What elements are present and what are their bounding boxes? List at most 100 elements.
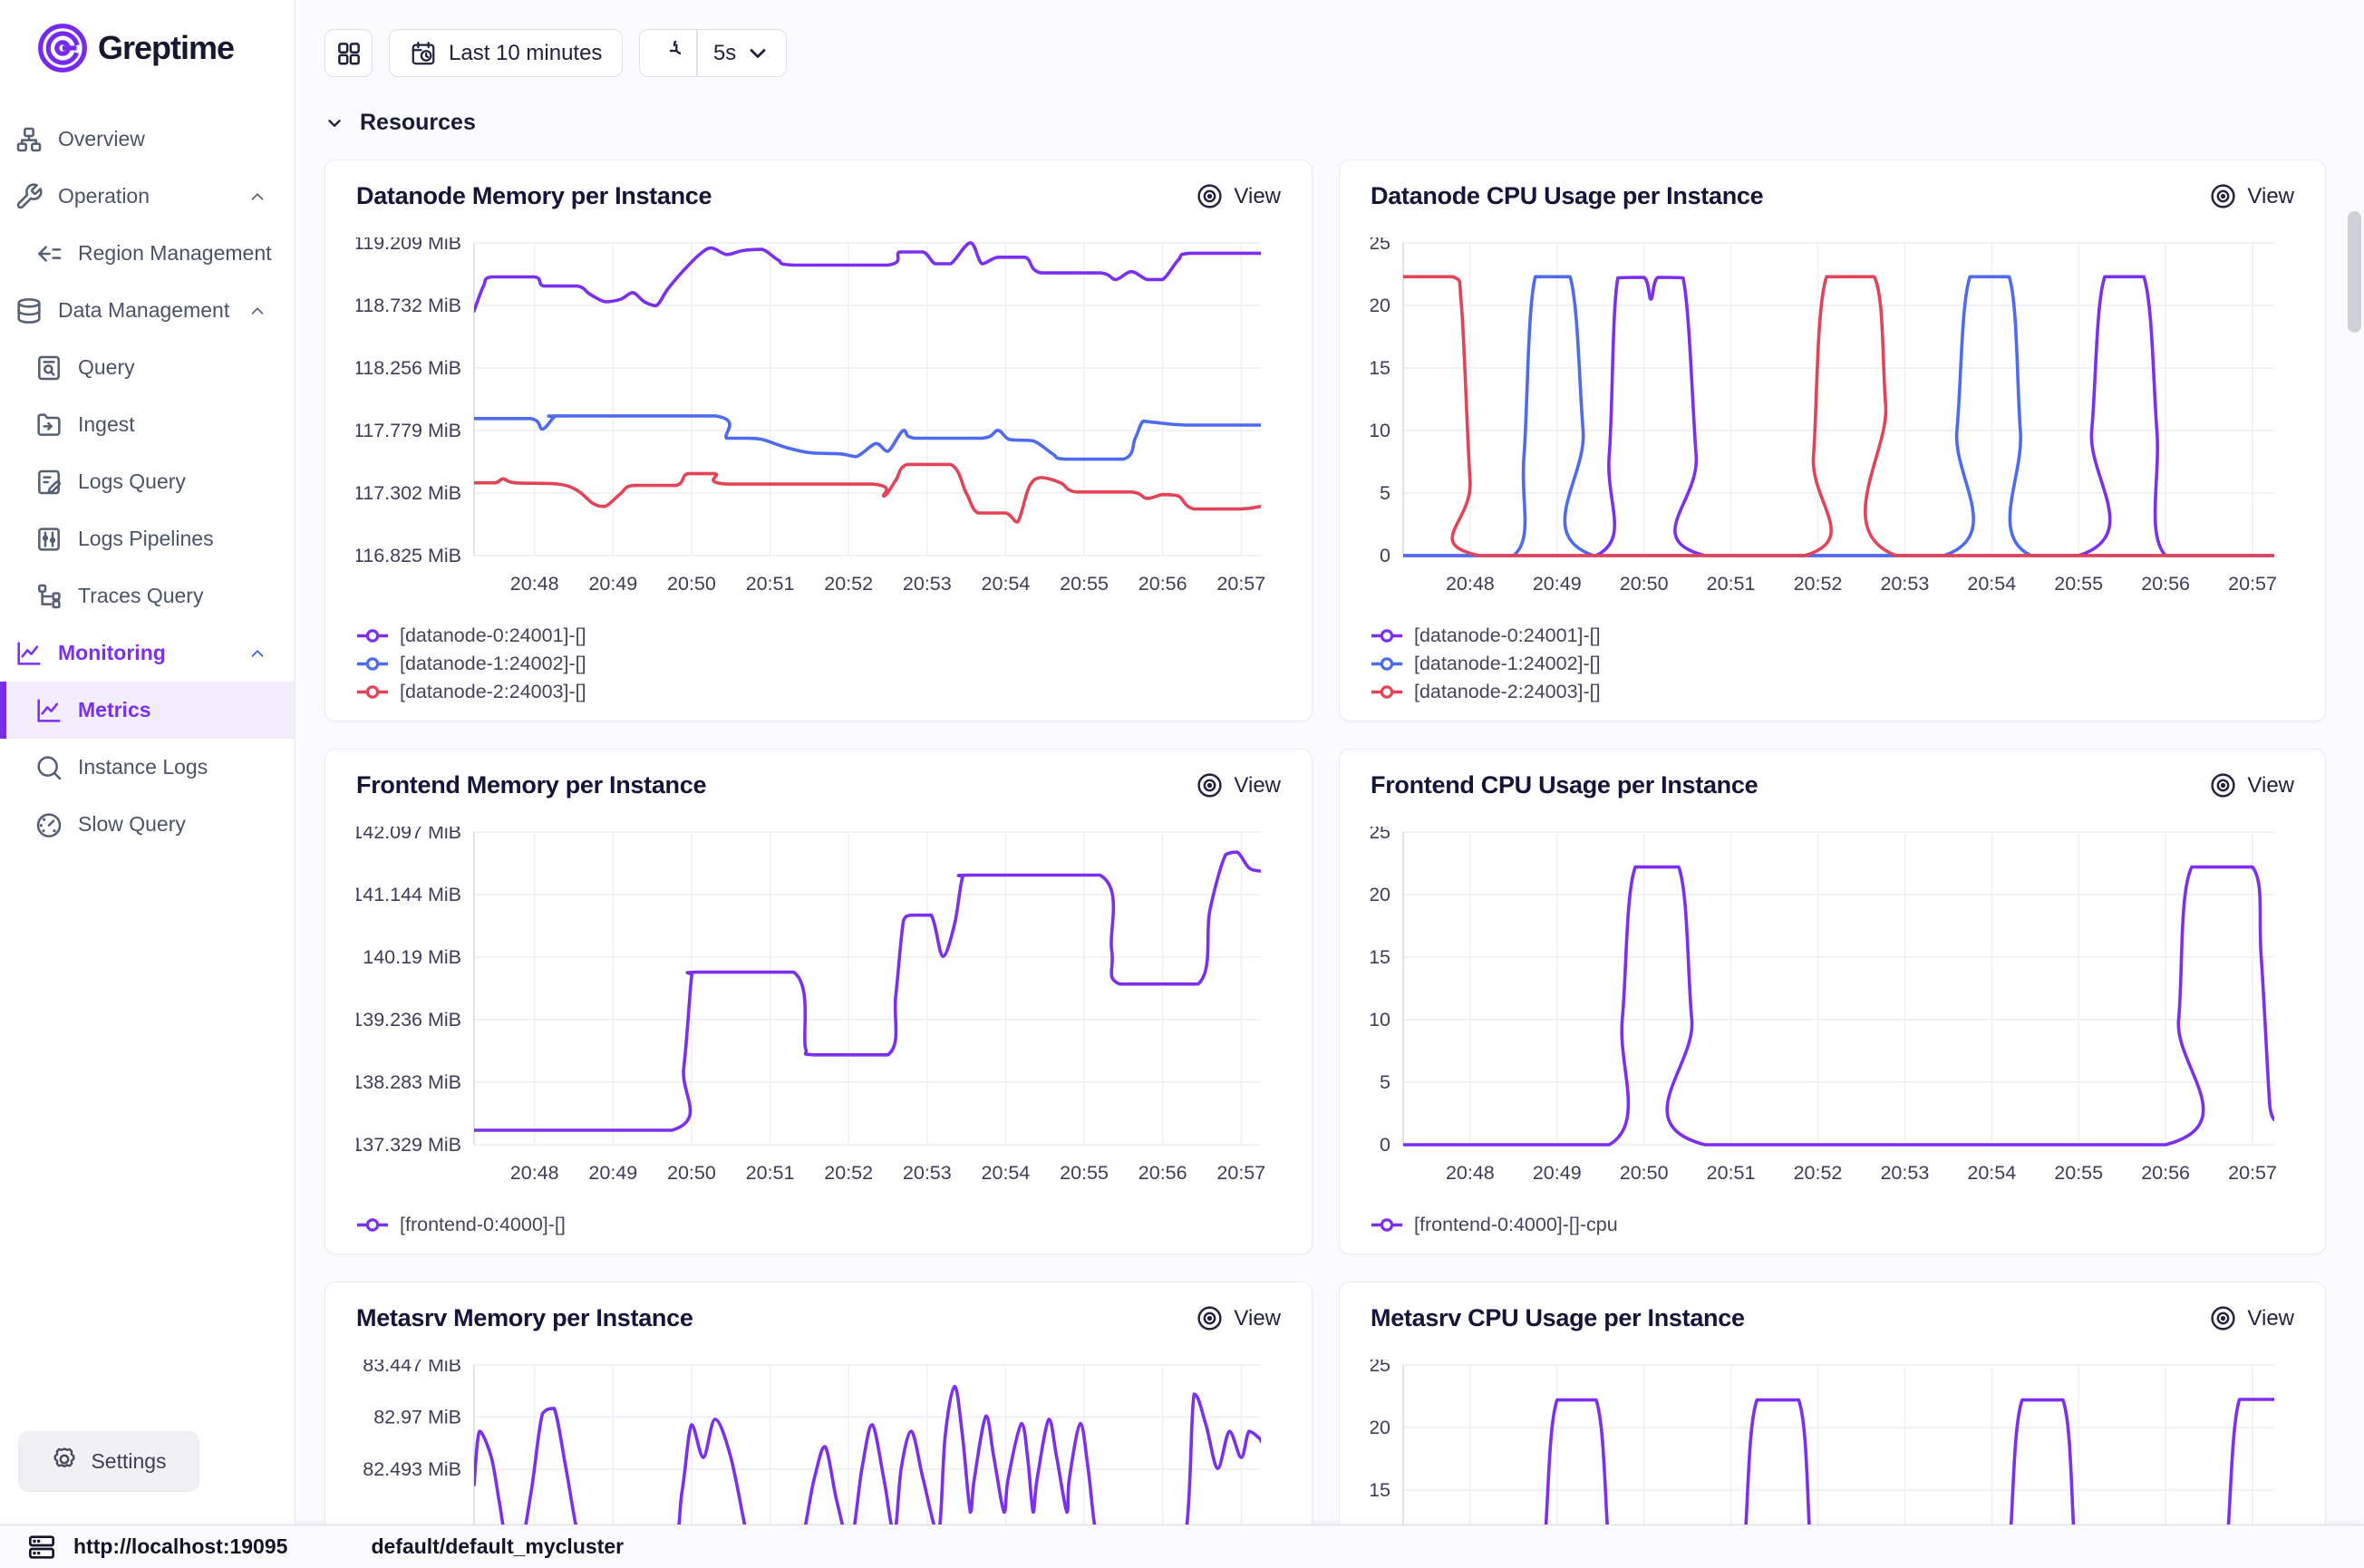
- sidebar-item-slow-query[interactable]: Slow Query: [0, 796, 295, 853]
- card-header: Metasrv CPU Usage per Instance View: [1371, 1304, 2294, 1332]
- svg-text:20:49: 20:49: [588, 1162, 637, 1184]
- legend-item[interactable]: [datanode-1:24002]-[]: [1371, 650, 2294, 678]
- legend-item[interactable]: [datanode-2:24003]-[]: [356, 678, 1281, 706]
- chart-title: Metasrv CPU Usage per Instance: [1371, 1304, 1745, 1331]
- legend-item[interactable]: [datanode-0:24001]-[]: [1371, 622, 2294, 650]
- sidebar-item-metrics[interactable]: Metrics: [0, 682, 295, 739]
- refresh-control: 5s: [639, 29, 788, 77]
- refresh-interval-select[interactable]: 5s: [698, 30, 786, 76]
- ingest-folder-icon: [34, 411, 63, 440]
- svg-text:20:52: 20:52: [1794, 573, 1843, 595]
- charts-grid: Datanode Memory per Instance View 20:48 2…: [325, 160, 2326, 1524]
- chart-plot-datanode-cpu[interactable]: 20:48 20:49 20:50 20:51 20:52 20:53 20:54 20:55…: [1369, 232, 2294, 611]
- svg-text:20:50: 20:50: [1620, 573, 1669, 595]
- chevron-up-icon: [247, 644, 267, 663]
- card-header: Metasrv Memory per Instance View: [356, 1304, 1281, 1332]
- chart-plot-datanode-memory[interactable]: 20:48 20:49 20:50 20:51 20:52 20:53 20:54 20:55…: [354, 232, 1281, 611]
- chevron-up-icon: [247, 187, 267, 207]
- sidebar-item-operation[interactable]: Operation: [0, 168, 295, 225]
- svg-text:20:48: 20:48: [1446, 573, 1495, 595]
- chart-plot-frontend-memory[interactable]: 20:48 20:49 20:50 20:51 20:52 20:53 20:54 20:55…: [352, 821, 1281, 1200]
- card-header: Frontend CPU Usage per Instance View: [1371, 771, 2294, 799]
- legend-item[interactable]: [frontend-0:4000]-[]: [356, 1211, 1281, 1239]
- sidebar-item-overview[interactable]: Overview: [0, 111, 295, 168]
- svg-text:20:55: 20:55: [2054, 1162, 2103, 1184]
- sidebar-item-instance-logs[interactable]: Instance Logs: [0, 739, 295, 796]
- sidebar-item-query[interactable]: Query: [0, 339, 295, 396]
- layout-grid-button[interactable]: [325, 29, 373, 77]
- svg-text:20:56: 20:56: [1138, 1162, 1187, 1184]
- view-button[interactable]: View: [1196, 182, 1281, 210]
- legend-item[interactable]: [datanode-0:24001]-[]: [356, 622, 1281, 650]
- legend-label: [datanode-2:24003]-[]: [1414, 681, 1601, 702]
- sidebar-item-region-management[interactable]: Region Management: [0, 225, 295, 282]
- time-range-button[interactable]: Last 10 minutes: [389, 29, 624, 77]
- svg-text:140.19 MiB: 140.19 MiB: [363, 946, 461, 968]
- sidebar-item-label: Region Management: [78, 241, 272, 265]
- sidebar-item-monitoring[interactable]: Monitoring: [0, 624, 295, 682]
- vertical-scrollbar-thumb[interactable]: [2348, 211, 2361, 333]
- card-header: Datanode Memory per Instance View: [356, 182, 1281, 210]
- svg-text:20: 20: [1371, 1417, 1390, 1438]
- svg-text:20: 20: [1371, 295, 1390, 316]
- svg-text:137.329 MiB: 137.329 MiB: [356, 1134, 461, 1156]
- svg-text:20:53: 20:53: [1880, 573, 1929, 595]
- chart-plot-frontend-cpu[interactable]: 20:48 20:49 20:50 20:51 20:52 20:53 20:54 20:55…: [1369, 821, 2294, 1200]
- chart-legend: [frontend-0:4000]-[]: [356, 1211, 1281, 1239]
- svg-text:117.302 MiB: 117.302 MiB: [356, 482, 461, 504]
- svg-text:25: 25: [1371, 1360, 1390, 1376]
- svg-text:20:54: 20:54: [1967, 1162, 2016, 1184]
- svg-text:20:48: 20:48: [510, 573, 559, 595]
- sidebar-item-label: Traces Query: [78, 584, 204, 607]
- sidebar-item-traces-query[interactable]: Traces Query: [0, 567, 295, 624]
- settings-button[interactable]: Settings: [18, 1431, 199, 1492]
- refresh-icon: [670, 40, 682, 54]
- view-label: View: [2247, 1305, 2294, 1331]
- sidebar-item-ingest[interactable]: Ingest: [0, 396, 295, 453]
- wrench-icon: [15, 182, 44, 211]
- chart-line-icon: [15, 639, 44, 668]
- view-button[interactable]: View: [1196, 1304, 1281, 1332]
- legend-item[interactable]: [datanode-2:24003]-[]: [1371, 678, 2294, 706]
- chart-plot-metasrv-cpu[interactable]: 20:4820:4920:5020:5120:5220:5320:5420:55…: [1369, 1354, 2294, 1524]
- svg-text:83.447 MiB: 83.447 MiB: [363, 1360, 461, 1376]
- svg-text:20:55: 20:55: [1060, 573, 1109, 595]
- greptime-logo-icon: [38, 24, 87, 73]
- view-button[interactable]: View: [1196, 771, 1281, 799]
- svg-text:142.097 MiB: 142.097 MiB: [356, 827, 461, 843]
- cluster-name[interactable]: default/default_mycluster: [371, 1534, 625, 1558]
- magnifier-icon: [34, 753, 63, 782]
- chart-legend: [frontend-0:4000]-[]-cpu: [1371, 1211, 2294, 1239]
- svg-text:20:51: 20:51: [746, 1162, 795, 1184]
- legend-label: [datanode-2:24003]-[]: [400, 681, 586, 702]
- sidebar-item-logs-query[interactable]: Logs Query: [0, 453, 295, 510]
- legend-item[interactable]: [datanode-1:24002]-[]: [356, 650, 1281, 678]
- sidebar-item-data-management[interactable]: Data Management: [0, 282, 295, 339]
- refresh-button[interactable]: [640, 30, 696, 76]
- eye-view-icon: [1197, 773, 1223, 798]
- app-logo[interactable]: Greptime: [0, 0, 295, 74]
- sidebar-item-label: Query: [78, 355, 135, 379]
- svg-text:20:56: 20:56: [2141, 1162, 2190, 1184]
- card-header: Datanode CPU Usage per Instance View: [1371, 182, 2294, 210]
- svg-text:20:54: 20:54: [982, 1162, 1031, 1184]
- grid-icon: [337, 42, 360, 64]
- view-button[interactable]: View: [2209, 182, 2294, 210]
- resources-section-toggle[interactable]: Resources: [325, 110, 2326, 136]
- endpoint-url[interactable]: http://localhost:19095: [73, 1534, 288, 1558]
- svg-text:20:54: 20:54: [982, 573, 1031, 595]
- eye-view-icon: [1197, 184, 1223, 208]
- svg-text:20:52: 20:52: [824, 1162, 873, 1184]
- view-button[interactable]: View: [2209, 771, 2294, 799]
- sidebar-item-logs-pipelines[interactable]: Logs Pipelines: [0, 510, 295, 567]
- svg-text:20:50: 20:50: [667, 1162, 716, 1184]
- view-label: View: [1234, 772, 1281, 798]
- svg-text:20:55: 20:55: [2054, 573, 2103, 595]
- chart-title: Frontend Memory per Instance: [356, 771, 707, 799]
- legend-label: [datanode-1:24002]-[]: [1414, 653, 1601, 674]
- legend-item[interactable]: [frontend-0:4000]-[]-cpu: [1371, 1211, 2294, 1239]
- chart-plot-metasrv-memory[interactable]: 20:4820:4920:5020:5120:5220:5320:5420:55…: [356, 1354, 1281, 1524]
- logs-doc-icon: [34, 468, 63, 497]
- view-button[interactable]: View: [2209, 1304, 2294, 1332]
- chart-title: Datanode Memory per Instance: [356, 182, 712, 209]
